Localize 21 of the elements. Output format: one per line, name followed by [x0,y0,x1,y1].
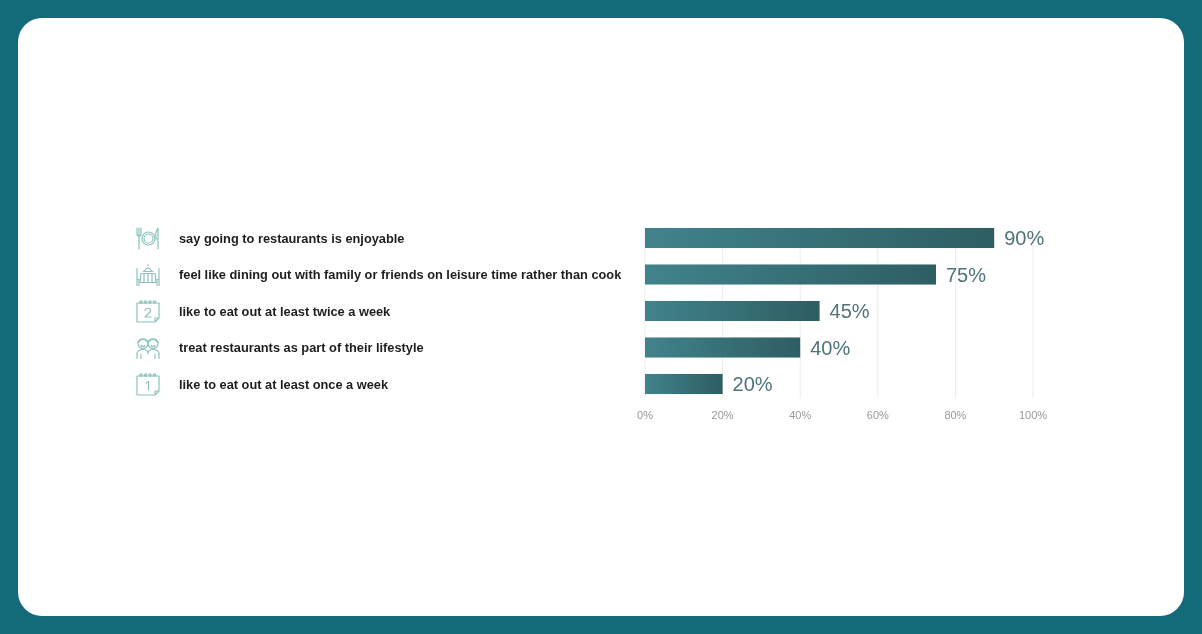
data-label: 45% [829,300,870,322]
data-label: 90% [1004,227,1045,249]
y-tick-label: like to eat out at least twice a week [179,303,392,319]
data-label: 75% [946,263,987,286]
x-tick-label: 40% [789,409,812,421]
x-tick-label: 0% [637,409,654,421]
bar [645,373,723,395]
y-tick-label: feel like dining out with family or friends on leisure time rather than cook [179,267,623,282]
x-tick-label: 100% [1018,409,1048,421]
bar [645,227,995,249]
bar [645,264,936,285]
y-tick-label: treat restaurants as part of their lifestyle [179,340,424,355]
bar [645,337,801,358]
x-tick-label: 20% [711,409,734,421]
y-tick-label: like to eat out at least once a week [179,376,389,392]
x-tick-label: 60% [866,409,890,421]
data-label: 20% [732,373,773,395]
y-tick-label: say going to restaurants is enjoyable [179,230,405,246]
bar [645,300,820,322]
data-label: 40% [810,336,851,359]
x-tick-label: 80% [944,409,967,421]
